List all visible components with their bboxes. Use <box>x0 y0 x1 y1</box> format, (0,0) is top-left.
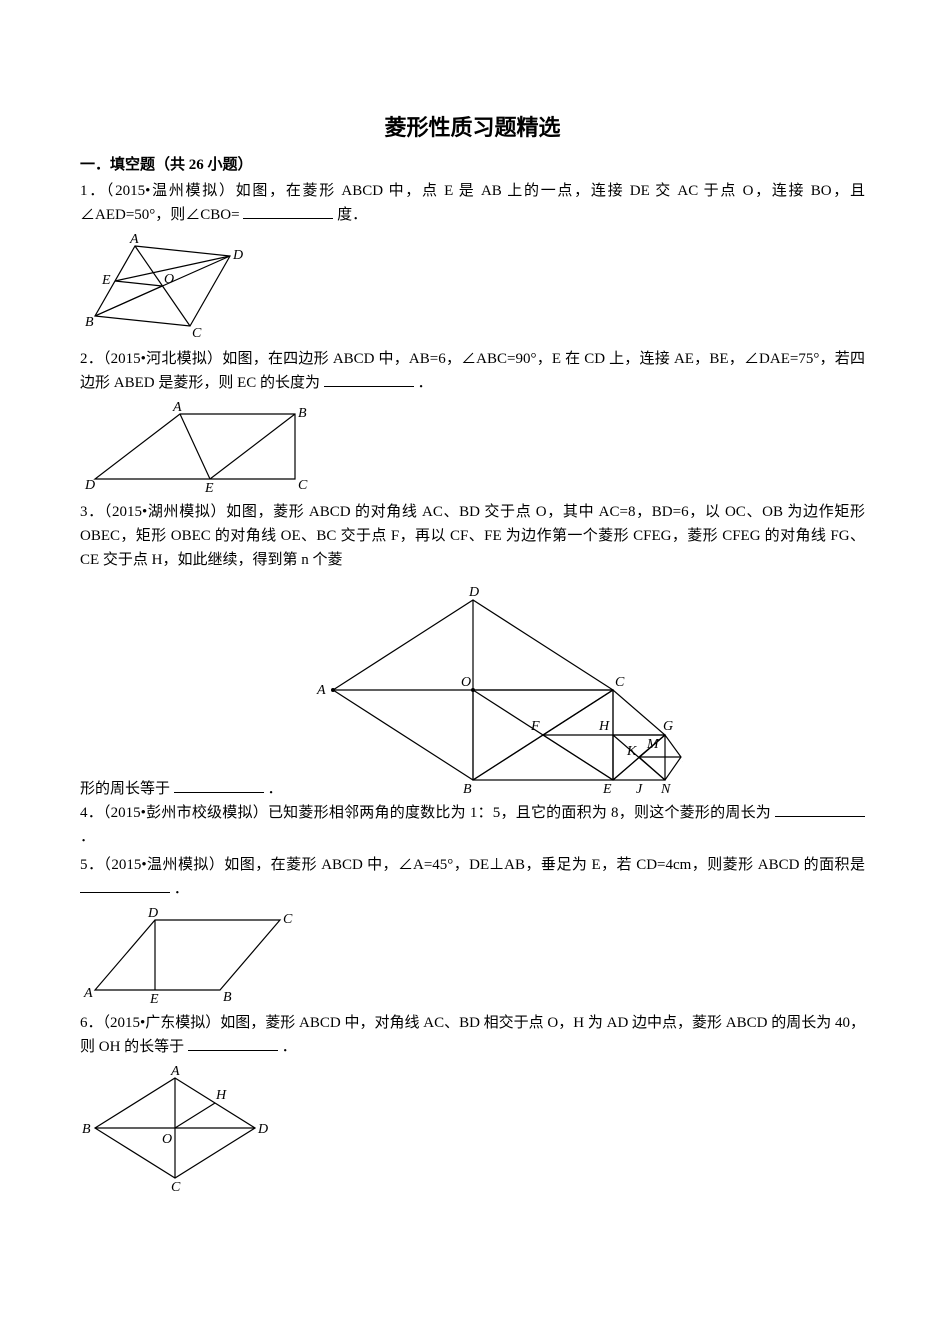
svg-text:B: B <box>223 990 232 1005</box>
q4-text-b: ． <box>80 829 95 845</box>
figure-5: D C B A E <box>80 905 865 1005</box>
figure-1: A D C B E O <box>80 231 865 341</box>
svg-text:D: D <box>232 248 243 263</box>
svg-text:C: C <box>283 912 293 927</box>
q2-text-a: 2．（2015•河北模拟）如图，在四边形 ABCD 中，AB=6，∠ABC=90… <box>80 351 865 391</box>
q4-text-a: 4．（2015•彭州市校级模拟）已知菱形相邻两角的度数比为 1：5，且它的面积为… <box>80 805 771 821</box>
svg-text:A: A <box>170 1064 180 1079</box>
svg-text:K: K <box>626 744 637 759</box>
svg-text:D: D <box>468 585 479 600</box>
q2-text-b: ． <box>418 375 433 391</box>
q6-blank <box>188 1035 278 1051</box>
question-2: 2．（2015•河北模拟）如图，在四边形 ABCD 中，AB=6，∠ABC=90… <box>80 347 865 395</box>
svg-text:D: D <box>257 1122 268 1137</box>
q5-blank <box>80 877 170 893</box>
svg-text:B: B <box>463 782 472 795</box>
page-title: 菱形性质习题精选 <box>80 110 865 145</box>
svg-text:M: M <box>646 737 660 752</box>
svg-text:A: A <box>129 232 139 247</box>
svg-text:D: D <box>147 906 158 921</box>
question-3: 3．（2015•湖州模拟）如图，菱形 ABCD 的对角线 AC、BD 交于点 O… <box>80 500 865 572</box>
q5-text-a: 5．（2015•温州模拟）如图，在菱形 ABCD 中，∠A=45°，DE⊥AB，… <box>80 857 865 873</box>
q1-text-a: 1．（2015•温州模拟）如图，在菱形 ABCD 中，点 E 是 AB 上的一点… <box>80 183 865 223</box>
svg-text:C: C <box>615 675 625 690</box>
svg-text:H: H <box>215 1088 227 1103</box>
q2-blank <box>324 371 414 387</box>
svg-text:B: B <box>82 1122 91 1137</box>
svg-text:B: B <box>298 406 307 421</box>
svg-text:C: C <box>192 326 202 341</box>
svg-text:G: G <box>663 719 673 734</box>
svg-text:B: B <box>85 315 94 330</box>
svg-text:C: C <box>298 478 308 493</box>
q3-blank <box>174 777 264 793</box>
svg-text:C: C <box>171 1180 181 1193</box>
svg-text:O: O <box>164 272 174 287</box>
svg-text:E: E <box>602 782 612 795</box>
svg-text:F: F <box>530 719 540 734</box>
q3-text-c: ． <box>268 781 283 797</box>
svg-text:A: A <box>83 986 93 1001</box>
q3-text-a: 3．（2015•湖州模拟）如图，菱形 ABCD 的对角线 AC、BD 交于点 O… <box>80 504 865 568</box>
q3-text-b: 形的周长等于 <box>80 781 170 797</box>
q1-text-b: 度． <box>337 207 367 223</box>
q1-blank <box>243 203 333 219</box>
q6-text-b: ． <box>282 1039 297 1055</box>
svg-text:A: A <box>316 683 326 698</box>
q4-blank <box>775 801 865 817</box>
svg-text:K: K <box>682 751 683 766</box>
svg-text:H: H <box>598 719 610 734</box>
svg-text:J: J <box>636 782 643 795</box>
svg-text:E: E <box>101 273 111 288</box>
question-4: 4．（2015•彭州市校级模拟）已知菱形相邻两角的度数比为 1：5，且它的面积为… <box>80 801 865 849</box>
figure-3: A D C B O E F G H K M J N K <box>303 580 683 795</box>
svg-text:O: O <box>162 1132 172 1147</box>
svg-text:E: E <box>204 481 214 494</box>
svg-text:E: E <box>149 992 159 1005</box>
page: 菱形性质习题精选 一．填空题（共 26 小题） 1．（2015•温州模拟）如图，… <box>0 0 945 1259</box>
figure-2: A B C D E <box>80 399 865 494</box>
question-6: 6．（2015•广东模拟）如图，菱形 ABCD 中，对角线 AC、BD 相交于点… <box>80 1011 865 1059</box>
q5-text-b: ． <box>174 881 189 897</box>
question-1: 1．（2015•温州模拟）如图，在菱形 ABCD 中，点 E 是 AB 上的一点… <box>80 179 865 227</box>
svg-text:O: O <box>461 675 471 690</box>
svg-text:N: N <box>660 782 671 795</box>
svg-text:D: D <box>84 478 95 493</box>
question-5: 5．（2015•温州模拟）如图，在菱形 ABCD 中，∠A=45°，DE⊥AB，… <box>80 853 865 901</box>
figure-6: A D C B O H <box>80 1063 865 1193</box>
section-header: 一．填空题（共 26 小题） <box>80 153 865 177</box>
svg-text:A: A <box>172 400 182 415</box>
